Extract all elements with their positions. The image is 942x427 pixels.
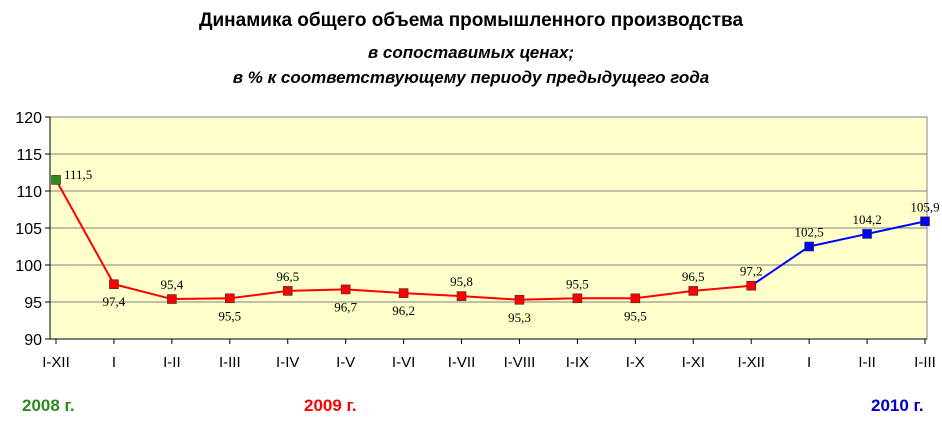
y-tick-label: 120 <box>15 110 42 127</box>
data-label: 95,5 <box>624 308 647 323</box>
data-point <box>225 293 235 304</box>
x-tick-label: I-XII <box>737 354 765 371</box>
data-point <box>920 216 930 227</box>
x-tick-label: I-III <box>914 354 936 371</box>
series-line-segment <box>519 297 578 301</box>
series-line-segment <box>461 295 520 301</box>
data-point <box>862 229 872 239</box>
series-line-segment <box>345 288 404 295</box>
series-line-segment <box>693 284 752 292</box>
data-point <box>398 288 409 298</box>
series-line-segment <box>287 288 346 292</box>
series-line-segment <box>171 297 230 301</box>
y-tick-label: 90 <box>24 332 42 349</box>
x-tick-label: I-II <box>858 354 876 371</box>
data-point <box>630 293 641 304</box>
data-point <box>746 280 757 291</box>
chart-title: Динамика общего объема промышленного про… <box>198 10 744 31</box>
x-tick-label: I-VIII <box>504 354 536 371</box>
data-label: 96,5 <box>276 269 299 284</box>
data-label: 97,4 <box>103 294 126 309</box>
series-line-segment <box>750 245 810 287</box>
data-point <box>688 286 699 296</box>
series-line-segment <box>866 220 926 235</box>
chart-subtitle-percent: в % к соответствующему периоду предыдуще… <box>232 68 710 87</box>
data-label: 95,5 <box>566 276 589 291</box>
data-point <box>456 291 467 301</box>
year-label-2009: 2009 г. <box>304 396 357 415</box>
data-label: 111,5 <box>64 167 92 182</box>
data-label: 97,2 <box>740 264 763 279</box>
data-point <box>572 293 583 304</box>
chart-subtitle-prices: в сопоставимых ценах; <box>367 43 575 62</box>
data-label: 104,2 <box>852 212 881 227</box>
x-tick-label: I-X <box>626 354 645 371</box>
series-line-segment <box>403 292 462 298</box>
x-tick-label: I-VII <box>448 354 476 371</box>
series-line-segment <box>113 283 173 301</box>
data-label: 96,5 <box>682 269 705 284</box>
y-tick-label: 110 <box>16 184 42 201</box>
data-label: 96,2 <box>392 303 415 318</box>
x-tick-label: I-IV <box>276 354 299 371</box>
y-tick-label: 115 <box>16 147 42 164</box>
data-label: 95,5 <box>218 308 241 323</box>
data-point <box>51 175 61 185</box>
x-tick-label: I-XII <box>42 354 70 371</box>
data-point <box>109 279 119 290</box>
y-tick-label: 100 <box>15 258 42 275</box>
x-tick-label: I <box>807 354 811 371</box>
data-point <box>282 286 293 296</box>
data-label: 102,5 <box>795 225 824 240</box>
x-tick-label: I <box>112 354 116 371</box>
x-tick-label: I-VI <box>392 354 415 371</box>
x-tick-label: I-II <box>163 354 181 371</box>
data-label: 96,7 <box>334 299 357 314</box>
data-label: 105,9 <box>910 199 939 214</box>
series-line-segment <box>808 232 868 248</box>
y-tick-label: 105 <box>15 221 42 238</box>
data-label: 95,3 <box>508 310 531 325</box>
year-label-2010: 2010 г. <box>871 396 924 415</box>
data-label: 95,4 <box>160 277 183 292</box>
series-line-segment <box>55 179 115 285</box>
x-tick-label: I-IX <box>566 354 589 371</box>
data-point <box>514 294 525 305</box>
series-line-segment <box>635 289 694 300</box>
series-line-segment <box>229 289 288 300</box>
y-tick-label: 95 <box>24 295 42 312</box>
x-tick-label: I-III <box>219 354 241 371</box>
x-tick-label: I-XI <box>682 354 705 371</box>
data-point <box>340 284 351 295</box>
data-label: 95,8 <box>450 274 473 289</box>
data-point <box>167 294 177 304</box>
data-point <box>804 241 814 252</box>
year-label-2008: 2008 г. <box>22 396 75 415</box>
x-tick-label: I-V <box>336 354 355 371</box>
